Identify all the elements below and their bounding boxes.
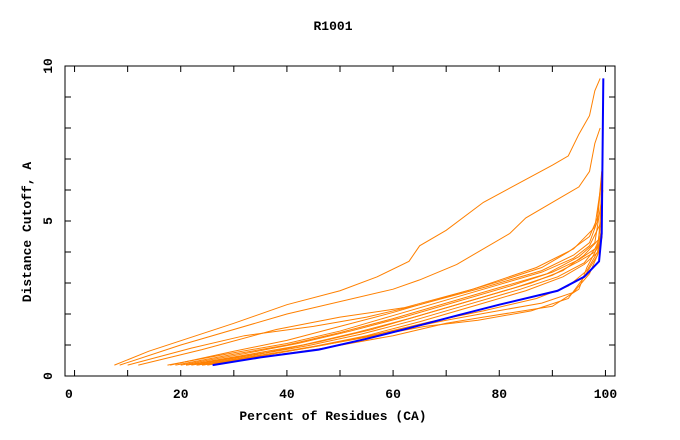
series-lines bbox=[114, 78, 605, 367]
model-series-line bbox=[175, 202, 602, 366]
y-tick-label: 0 bbox=[41, 372, 56, 380]
y-axis-label: Distance Cutoff, A bbox=[20, 162, 35, 303]
x-tick-label: 40 bbox=[279, 387, 295, 402]
plot-frame bbox=[64, 65, 616, 377]
model-series-line bbox=[207, 230, 603, 366]
x-tick-label: 60 bbox=[385, 387, 401, 402]
model-series-line bbox=[127, 158, 604, 366]
y-tick-label: 5 bbox=[41, 217, 56, 225]
highlight-series-line bbox=[212, 78, 605, 367]
model-series-line bbox=[170, 171, 603, 366]
model-series-line bbox=[201, 242, 601, 366]
model-series-line bbox=[138, 183, 602, 366]
model-series-line bbox=[180, 233, 603, 366]
x-tick-label: 20 bbox=[173, 387, 189, 402]
model-series-line bbox=[201, 227, 603, 366]
y-tick-label: 10 bbox=[41, 58, 56, 74]
x-tick-label: 80 bbox=[491, 387, 507, 402]
model-series-line bbox=[185, 189, 604, 366]
model-series-line bbox=[191, 214, 603, 366]
model-series-line bbox=[114, 78, 601, 366]
x-axis-label: Percent of Residues (CA) bbox=[239, 409, 426, 424]
axis-ticks: 0 20 40 60 80 100 0 5 10 bbox=[41, 58, 617, 402]
chart-title: R1001 bbox=[313, 19, 352, 34]
model-series-line bbox=[167, 165, 603, 366]
model-series-line bbox=[119, 127, 601, 366]
model-series-line bbox=[185, 239, 602, 366]
x-tick-label: 0 bbox=[65, 387, 73, 402]
x-tick-label: 100 bbox=[594, 387, 618, 402]
